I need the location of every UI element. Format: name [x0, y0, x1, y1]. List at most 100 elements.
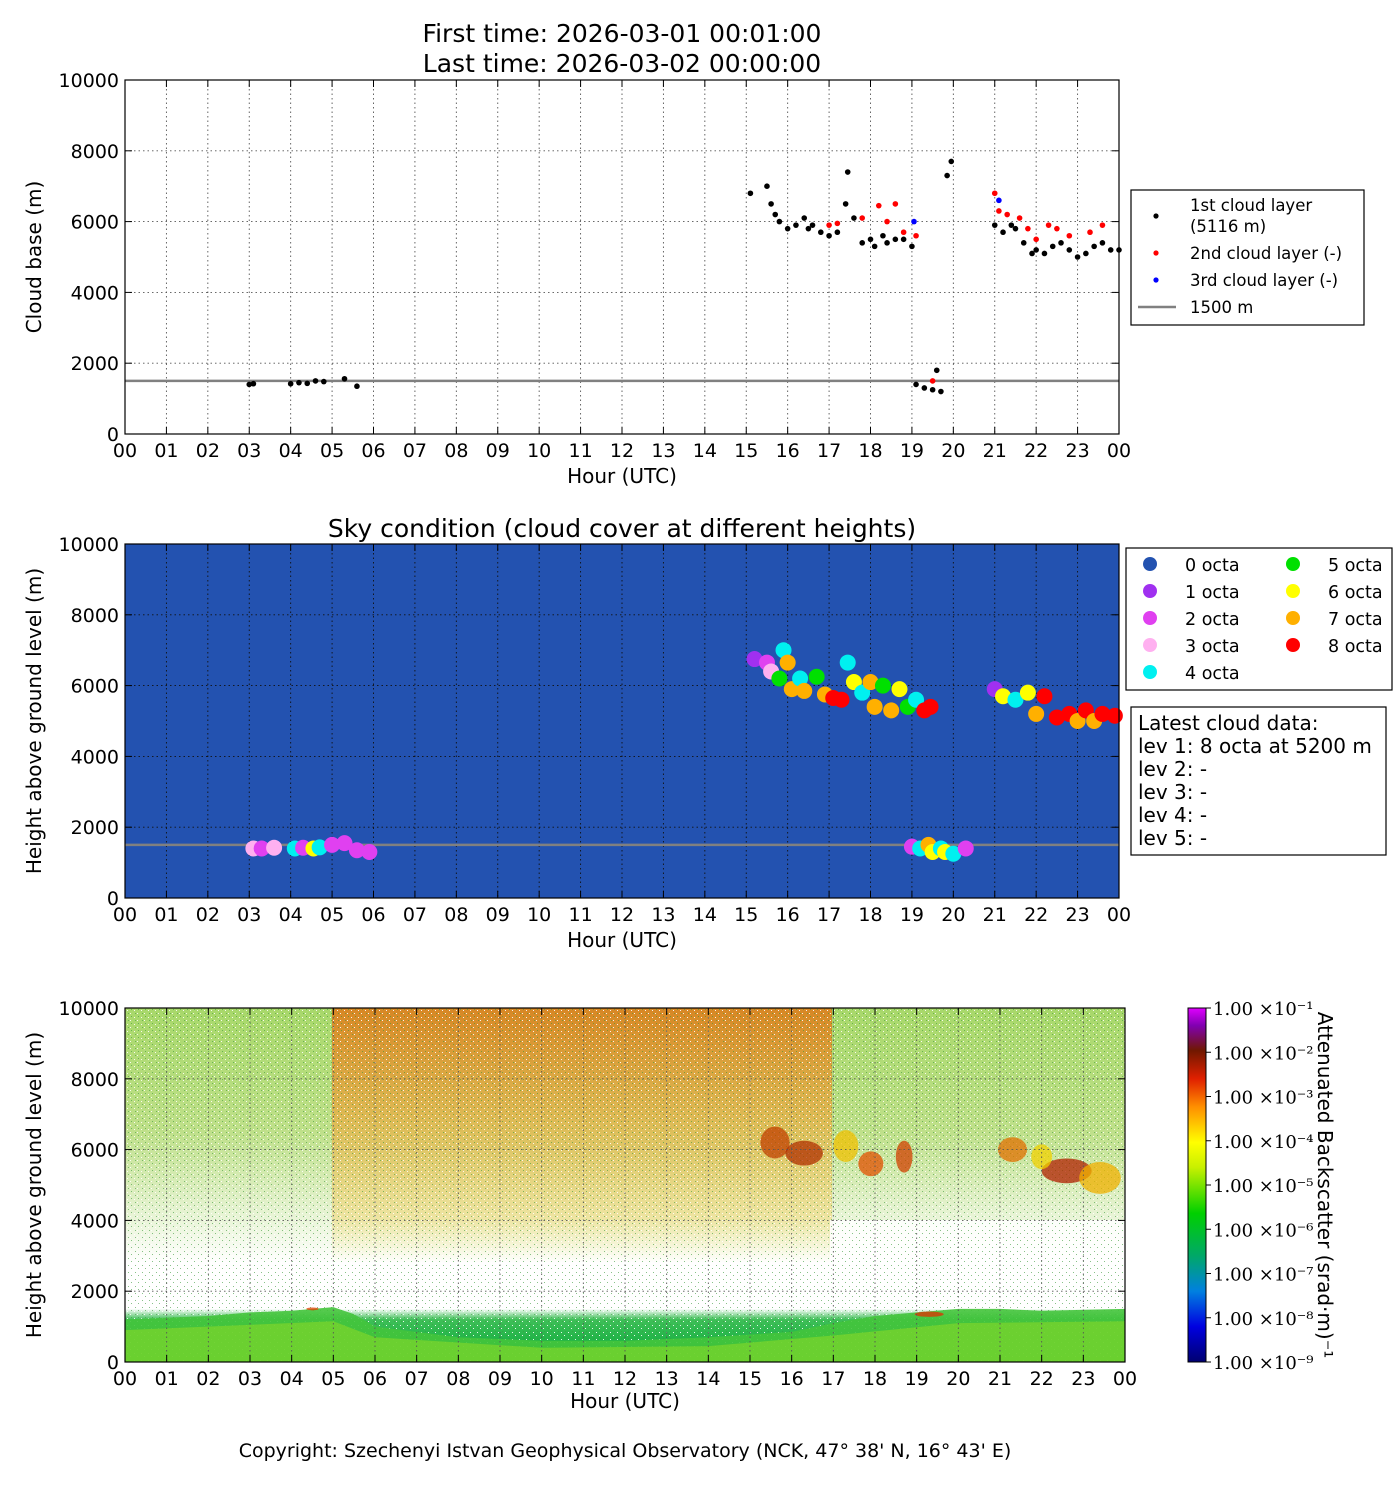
sky-point-octa-2 — [957, 840, 974, 857]
octa-legend-marker — [1143, 638, 1157, 652]
x-tick-label: 08 — [446, 1368, 470, 1390]
cloud-base-point-layer1 — [296, 379, 302, 386]
octa-legend-label: 2 octa — [1185, 610, 1240, 630]
x-tick-label: 10 — [530, 1368, 554, 1390]
legend-1-box — [1130, 189, 1365, 326]
x-tick-label: 04 — [279, 440, 303, 462]
x-tick-label: 17 — [817, 440, 841, 462]
octa-legend-label: 7 octa — [1328, 610, 1383, 630]
backscatter-cloud — [1079, 1161, 1121, 1194]
cloud-base-point-layer1 — [1058, 240, 1064, 246]
boundary-layer-band — [125, 1321, 1125, 1362]
colorbar-tick-label: 1.00 ×10⁻² — [1213, 1043, 1314, 1064]
cloud-base-point-layer1 — [805, 225, 812, 232]
sky-point-octa-8 — [1094, 705, 1111, 722]
x-tick-label: 11 — [571, 1368, 595, 1390]
x-tick-label: 03 — [237, 904, 261, 926]
cloud-base-point-layer1 — [1074, 254, 1081, 260]
legend-1-marker-layer2 — [1153, 250, 1159, 256]
octa-legend-items: 0 octa 1 octa 2 octa 3 octa 4 octa 5 octa 6 oc… — [1143, 556, 1383, 684]
cloud-base-point-layer1 — [1091, 243, 1097, 250]
y-tick-label: 4000 — [71, 746, 119, 768]
x-tick-label: 16 — [776, 904, 800, 926]
x-tick-label: 17 — [817, 904, 841, 926]
cloud-base-point-layer1 — [772, 211, 779, 218]
colorbar-tick-label: 1.00 ×10⁻⁹ — [1213, 1353, 1314, 1374]
sky-point-octa-7 — [883, 702, 900, 719]
legend-1-label-layer3: 3rd cloud layer (-) — [1190, 271, 1338, 290]
cloud-base-point-layer1 — [784, 225, 791, 232]
sky-point-octa-6 — [995, 688, 1012, 705]
x-tick-label: 19 — [900, 904, 924, 926]
x-tick-label: 07 — [403, 440, 427, 462]
latest-cloud-data-title: Latest cloud data: — [1138, 711, 1318, 735]
x-axis-label-1: Hour (UTC) — [567, 464, 677, 488]
sky-point-octa-2 — [348, 842, 365, 859]
cloud-base-point-layer1 — [768, 201, 774, 207]
x-tick-label: 02 — [196, 904, 220, 926]
x-tick-label: 20 — [941, 440, 965, 462]
x-tick-label: 07 — [403, 904, 427, 926]
x-tick-label: 13 — [651, 904, 675, 926]
cloud-base-point-layer1 — [892, 236, 899, 243]
latest-level-3: lev 3: - — [1138, 780, 1207, 804]
y-tick-label: 2000 — [71, 353, 119, 375]
octa-legend-marker — [1286, 584, 1300, 598]
octa-legend-marker — [1286, 611, 1300, 625]
cloud-base-point-layer2 — [834, 220, 841, 227]
cloud-base-point-layer1 — [1008, 222, 1015, 228]
legend-1-label-layer1: 1st cloud layer — [1190, 196, 1312, 215]
x-tick-label: 06 — [361, 440, 385, 462]
octa-legend-marker — [1286, 557, 1300, 571]
cloud-base-point-layer1 — [933, 367, 940, 374]
cloud-base-point-layer2 — [900, 229, 907, 236]
cloud-base-point-layer1 — [1033, 247, 1039, 253]
x-tick-label: 08 — [444, 440, 468, 462]
cloud-base-point-layer2 — [1025, 225, 1031, 232]
latest-level-5: lev 5: - — [1138, 826, 1207, 850]
y-axis-label-2: Height above ground level (m) — [22, 568, 46, 874]
octa-legend-label: 8 octa — [1328, 637, 1383, 657]
cloud-base-point-layer2 — [1016, 215, 1023, 221]
backscatter-cloud — [858, 1151, 884, 1177]
x-tick-label: 04 — [279, 904, 303, 926]
sky-point-octa-4 — [945, 845, 962, 862]
sky-point-octa-6 — [891, 681, 908, 698]
cloud-base-point-layer2 — [884, 218, 890, 225]
cloud-base-point-layer1 — [776, 218, 783, 225]
sky-point-octa-4 — [775, 642, 792, 659]
colorbar-tick-label: 1.00 ×10⁻³ — [1213, 1088, 1314, 1109]
cloud-base-point-layer1 — [354, 383, 360, 390]
legend-1-label-line: 1500 m — [1190, 298, 1253, 317]
cloud-base-points — [246, 158, 1122, 395]
x-tick-label: 21 — [983, 904, 1007, 926]
sky-point-octa-5 — [808, 668, 825, 685]
y-ticks-1: 0 2000 4000 6000 8000 10000 — [59, 70, 1119, 446]
x-tick-label: 05 — [321, 1368, 345, 1390]
x-tick-label: 18 — [863, 1368, 887, 1390]
x-tick-label: 18 — [858, 904, 882, 926]
cloud-base-point-layer1 — [859, 240, 866, 246]
y-tick-label: 10000 — [59, 998, 119, 1020]
x-tick-label: 14 — [696, 1368, 720, 1390]
x-tick-label: 00 — [1107, 440, 1131, 462]
y-tick-label: 0 — [107, 424, 119, 446]
cloud-base-point-layer1 — [793, 222, 799, 228]
backscatter-cloud — [306, 1307, 319, 1311]
cloud-base-point-layer1 — [880, 232, 886, 239]
x-tick-label: 03 — [237, 440, 261, 462]
first-time-title: First time: 2026-03-01 00:01:00 — [423, 19, 822, 48]
cloud-base-point-layer2 — [892, 201, 899, 207]
cloud-base-point-layer1 — [938, 388, 944, 395]
x-tick-label: 07 — [405, 1368, 429, 1390]
x-tick-label: 21 — [988, 1368, 1012, 1390]
latest-level-4: lev 4: - — [1138, 803, 1207, 827]
cloud-base-point-layer1 — [1029, 250, 1035, 257]
y-tick-label: 8000 — [71, 141, 119, 163]
octa-legend-label: 5 octa — [1328, 556, 1383, 576]
cloud-base-point-layer3 — [911, 218, 917, 225]
x-axis-label-3: Hour (UTC) — [570, 1389, 680, 1413]
cloud-base-point-layer1 — [844, 169, 851, 175]
sky-point-octa-6 — [1019, 684, 1036, 701]
